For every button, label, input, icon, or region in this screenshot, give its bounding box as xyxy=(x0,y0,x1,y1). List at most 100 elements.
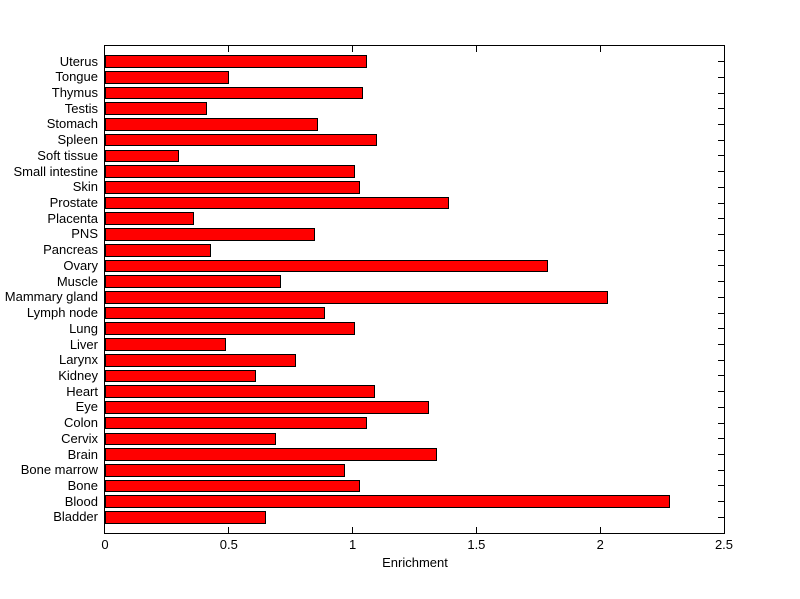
category-label: Blood xyxy=(64,493,98,509)
category-label: Mammary gland xyxy=(4,289,98,305)
x-axis-title: Enrichment xyxy=(382,555,448,570)
bar-eye xyxy=(105,401,430,414)
bar-pancreas xyxy=(105,243,212,257)
bar-cervix xyxy=(105,432,276,446)
x-tick-top xyxy=(475,46,477,52)
y-tick-right xyxy=(718,202,724,204)
bar-ovary xyxy=(105,259,549,273)
y-tick-right xyxy=(718,265,724,267)
bar-uterus xyxy=(105,55,368,68)
bar-brain xyxy=(105,448,437,461)
category-label: Thymus xyxy=(51,85,98,101)
y-tick-right xyxy=(718,406,724,408)
y-tick-right xyxy=(718,516,724,518)
bar-spleen xyxy=(105,133,378,147)
y-tick-right xyxy=(718,218,724,220)
bar-stomach xyxy=(105,118,318,131)
category-label: Cervix xyxy=(61,430,98,446)
y-tick-right xyxy=(718,171,724,173)
x-tick-label: 0.5 xyxy=(219,537,238,552)
category-label: PNS xyxy=(71,226,98,242)
x-tick-label: 1 xyxy=(348,537,357,552)
category-label: Soft tissue xyxy=(37,147,98,163)
y-tick-right xyxy=(718,123,724,125)
bar-prostate xyxy=(105,196,450,210)
y-tick-right xyxy=(718,454,724,456)
bar-kidney xyxy=(105,369,257,383)
category-label: Muscle xyxy=(56,273,98,289)
category-label: Uterus xyxy=(59,53,98,69)
y-tick-right xyxy=(718,92,724,94)
category-label: Ovary xyxy=(63,257,98,273)
category-label: Kidney xyxy=(58,367,98,383)
category-label: Bladder xyxy=(53,509,98,525)
bar-pns xyxy=(105,228,316,241)
category-label: Spleen xyxy=(57,132,98,148)
bar-tongue xyxy=(105,71,229,84)
plot-area xyxy=(104,45,725,534)
bar-bone-marrow xyxy=(105,463,346,477)
x-tick-label: 2 xyxy=(596,537,604,552)
category-label: Testis xyxy=(64,100,98,116)
x-tick-bottom xyxy=(352,527,354,533)
x-tick-bottom xyxy=(475,527,477,533)
y-tick-right xyxy=(718,344,724,345)
bar-blood xyxy=(105,495,670,508)
category-label: Tongue xyxy=(55,69,98,85)
category-label: Small intestine xyxy=(13,163,98,179)
category-label: Brain xyxy=(67,446,98,462)
y-tick-right xyxy=(718,139,724,141)
y-tick-right xyxy=(718,422,724,424)
y-tick-right xyxy=(718,328,724,330)
y-tick-right xyxy=(718,501,724,503)
bar-bladder xyxy=(105,511,266,524)
bar-mammary-gland xyxy=(105,291,608,304)
y-tick-right xyxy=(718,108,724,110)
x-tick-label: 0 xyxy=(101,537,109,552)
category-label: Prostate xyxy=(49,195,98,211)
x-tick-top xyxy=(352,46,354,52)
category-label: Lung xyxy=(69,320,98,336)
bar-larynx xyxy=(105,353,296,367)
bar-liver xyxy=(105,338,227,351)
bar-small-intestine xyxy=(105,165,356,178)
x-tick-label: 2.5 xyxy=(714,537,734,552)
y-tick-right xyxy=(718,233,724,235)
bar-skin xyxy=(105,181,361,194)
x-tick-bottom xyxy=(599,527,601,533)
y-tick-right xyxy=(718,485,724,487)
y-tick-right xyxy=(718,375,724,377)
y-tick-right xyxy=(718,155,724,157)
bar-testis xyxy=(105,102,207,116)
category-label: Pancreas xyxy=(43,242,98,258)
category-label: Placenta xyxy=(47,210,98,226)
bar-heart xyxy=(105,385,375,398)
x-tick-bottom xyxy=(228,527,230,533)
y-tick-right xyxy=(718,296,724,298)
bar-thymus xyxy=(105,86,363,100)
category-label: Eye xyxy=(75,399,98,415)
y-tick-right xyxy=(718,186,724,188)
y-tick-right xyxy=(718,76,724,78)
category-label: Lymph node xyxy=(26,305,98,321)
y-tick-right xyxy=(718,391,724,393)
y-tick-right xyxy=(718,359,724,361)
y-tick-right xyxy=(718,61,724,63)
bar-soft-tissue xyxy=(105,149,180,163)
category-label: Heart xyxy=(66,383,98,399)
x-tick-top xyxy=(599,46,601,52)
bar-colon xyxy=(105,416,368,430)
bar-muscle xyxy=(105,275,281,288)
category-label: Stomach xyxy=(46,116,98,132)
category-label: Bone marrow xyxy=(20,462,98,478)
category-label: Liver xyxy=(69,336,98,352)
category-label: Colon xyxy=(64,415,98,431)
category-label: Skin xyxy=(72,179,98,195)
bar-bone xyxy=(105,479,361,493)
x-tick-top xyxy=(228,46,230,52)
bar-lymph-node xyxy=(105,306,326,320)
y-tick-right xyxy=(718,438,724,440)
bar-placenta xyxy=(105,212,195,226)
y-tick-right xyxy=(718,281,724,283)
